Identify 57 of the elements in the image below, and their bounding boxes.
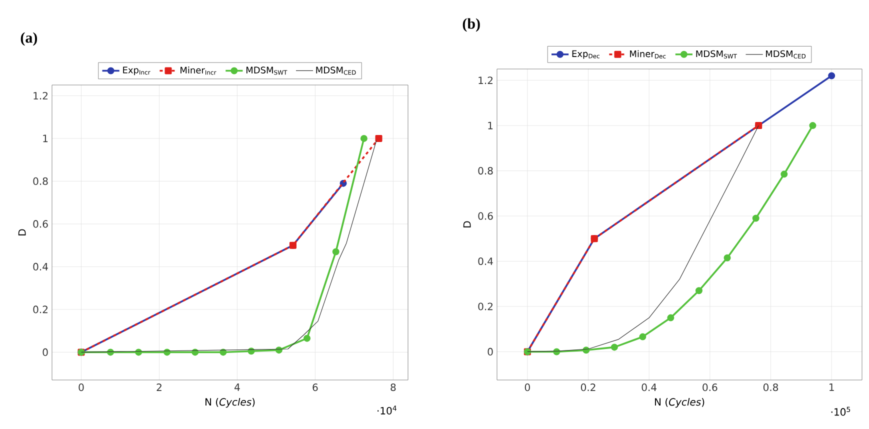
point — [275, 346, 282, 354]
point — [375, 134, 382, 142]
legend-label: MDSM$_{SWT}$ — [246, 66, 288, 75]
point — [780, 170, 788, 178]
y-tick-label: 0.8 — [33, 177, 48, 185]
y-tick-label: 0.6 — [478, 212, 493, 220]
x-tick-label: 8 — [390, 384, 396, 392]
x-axis-title: N (Cycles) — [205, 398, 255, 408]
y-tick-label: 1.2 — [478, 76, 492, 84]
point — [304, 334, 311, 342]
legend-label: Exp$_{Incr}$ — [123, 66, 150, 76]
legend-label: Miner$_{Dec}$ — [630, 50, 666, 58]
point — [667, 314, 674, 322]
point — [332, 248, 340, 256]
x-tick-label: 0.4 — [642, 384, 656, 392]
point — [135, 348, 142, 356]
y-tick-label: 0.4 — [478, 257, 493, 266]
legend-label: MDSM$_{CED}$ — [766, 50, 806, 58]
y-tick-label: 0.2 — [478, 302, 492, 310]
y-tick-label: 0.4 — [33, 262, 48, 270]
chart-title: (b) — [462, 18, 480, 32]
x-axis-title: N (Cycles) — [654, 398, 704, 408]
y-axis-title: D — [463, 221, 471, 228]
x-tick-label: 0.6 — [702, 384, 718, 392]
x-tick-label: 0 — [78, 384, 84, 392]
legend-label: Exp$_{Dec}$ — [572, 50, 600, 59]
text: ·10$^{5}$ — [831, 406, 850, 416]
point — [809, 122, 816, 130]
y-axis-title: D — [18, 229, 26, 236]
point — [610, 344, 618, 351]
y-tick-label: 1.2 — [34, 92, 48, 100]
y-tick-label: 0.6 — [33, 220, 48, 228]
legend-label: Miner$_{Incr}$ — [180, 66, 216, 75]
x-tick-label: 0.2 — [580, 384, 596, 392]
legend-label: MDSM$_{SWT}$ — [696, 50, 737, 58]
y-tick-label: 1 — [488, 122, 493, 130]
point — [828, 72, 836, 80]
y-tick-label: 0 — [488, 348, 493, 356]
point — [360, 134, 368, 142]
x-tick-label: 0 — [524, 384, 530, 392]
y-tick-label: 0.2 — [33, 306, 48, 314]
point — [164, 348, 171, 356]
x-tick-label: 0.8 — [763, 384, 778, 392]
x-tick-label: 2 — [156, 384, 162, 391]
point — [724, 254, 731, 262]
y-tick-label: 1 — [43, 134, 48, 142]
x-tick-label: 1 — [830, 384, 834, 391]
y-tick-label: 0.8 — [478, 166, 493, 175]
text: ·10$^{4}$ — [378, 406, 396, 415]
point — [695, 287, 702, 294]
chart-title: (a) — [20, 32, 38, 46]
y-tick-label: 0 — [42, 348, 48, 356]
legend-label: MDSM$_{CED}$ — [316, 66, 356, 75]
x-tick-label: 4 — [234, 384, 240, 391]
point — [752, 214, 760, 222]
x-tick-label: 6 — [312, 384, 318, 392]
point — [639, 333, 646, 340]
